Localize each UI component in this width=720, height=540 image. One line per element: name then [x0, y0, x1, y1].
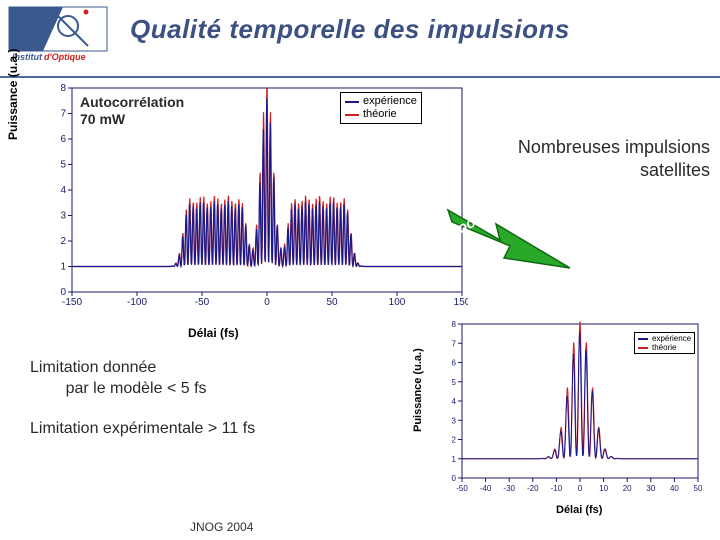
- svg-text:3: 3: [452, 416, 457, 425]
- slide-title: Qualité temporelle des impulsions: [130, 14, 570, 45]
- svg-text:4: 4: [60, 185, 66, 196]
- svg-text:2: 2: [452, 436, 457, 445]
- autocorrelation-label: Autocorrélation 70 mW: [80, 94, 184, 128]
- svg-text:5: 5: [452, 378, 457, 387]
- svg-text:8: 8: [452, 320, 457, 329]
- zoom-chart-ylabel: Puissance (u.a.): [412, 348, 424, 432]
- svg-text:-150: -150: [62, 297, 82, 308]
- svg-text:-20: -20: [527, 484, 539, 493]
- svg-text:0: 0: [452, 474, 457, 483]
- svg-text:7: 7: [452, 339, 457, 348]
- slide-header: Institut d'Optique Qualité temporelle de…: [0, 0, 720, 78]
- svg-text:-30: -30: [503, 484, 515, 493]
- svg-text:6: 6: [452, 359, 457, 368]
- zoom-arrow-icon: [440, 202, 580, 282]
- svg-text:0: 0: [60, 287, 66, 298]
- svg-text:5: 5: [60, 160, 66, 171]
- svg-text:10: 10: [599, 484, 608, 493]
- svg-text:100: 100: [389, 297, 406, 308]
- institut-optique-logo: Institut d'Optique: [8, 6, 108, 68]
- main-chart-ylabel: Puissance (u.a.): [6, 49, 20, 140]
- legend-exp-swatch-zoom: [638, 338, 648, 340]
- svg-text:1: 1: [452, 455, 457, 464]
- svg-text:d'Optique: d'Optique: [44, 52, 86, 62]
- svg-text:-50: -50: [456, 484, 468, 493]
- svg-text:30: 30: [646, 484, 655, 493]
- zoom-chart-legend: expérience théorie: [634, 332, 695, 354]
- svg-text:7: 7: [60, 109, 66, 120]
- svg-text:0: 0: [264, 297, 270, 308]
- svg-text:2: 2: [60, 236, 66, 247]
- legend-theo-swatch-zoom: [638, 347, 648, 349]
- legend-exp-swatch: [345, 101, 359, 103]
- svg-text:-50: -50: [195, 297, 210, 308]
- svg-text:4: 4: [452, 397, 457, 406]
- limitation-model-text: Limitation donnée par le modèle < 5 fs: [30, 358, 207, 400]
- svg-text:3: 3: [60, 211, 66, 222]
- svg-text:8: 8: [60, 83, 66, 94]
- svg-text:-40: -40: [480, 484, 492, 493]
- zoom-chart-xlabel: Délai (fs): [556, 504, 602, 516]
- slide-footer: JNOG 2004: [190, 520, 253, 534]
- main-chart-xlabel: Délai (fs): [188, 326, 239, 340]
- svg-text:6: 6: [60, 134, 66, 145]
- svg-text:0: 0: [578, 484, 583, 493]
- svg-text:20: 20: [623, 484, 632, 493]
- svg-text:50: 50: [694, 484, 703, 493]
- svg-text:-10: -10: [551, 484, 563, 493]
- svg-text:50: 50: [326, 297, 338, 308]
- main-chart-legend: expérience théorie: [340, 92, 422, 124]
- svg-text:40: 40: [670, 484, 679, 493]
- legend-theo-swatch: [345, 114, 359, 116]
- svg-text:-100: -100: [127, 297, 147, 308]
- limitation-experimental-text: Limitation expérimentale > 11 fs: [30, 420, 255, 438]
- svg-text:150: 150: [454, 297, 468, 308]
- svg-text:1: 1: [60, 262, 66, 273]
- satellites-annotation: Nombreuses impulsions satellites: [430, 136, 710, 181]
